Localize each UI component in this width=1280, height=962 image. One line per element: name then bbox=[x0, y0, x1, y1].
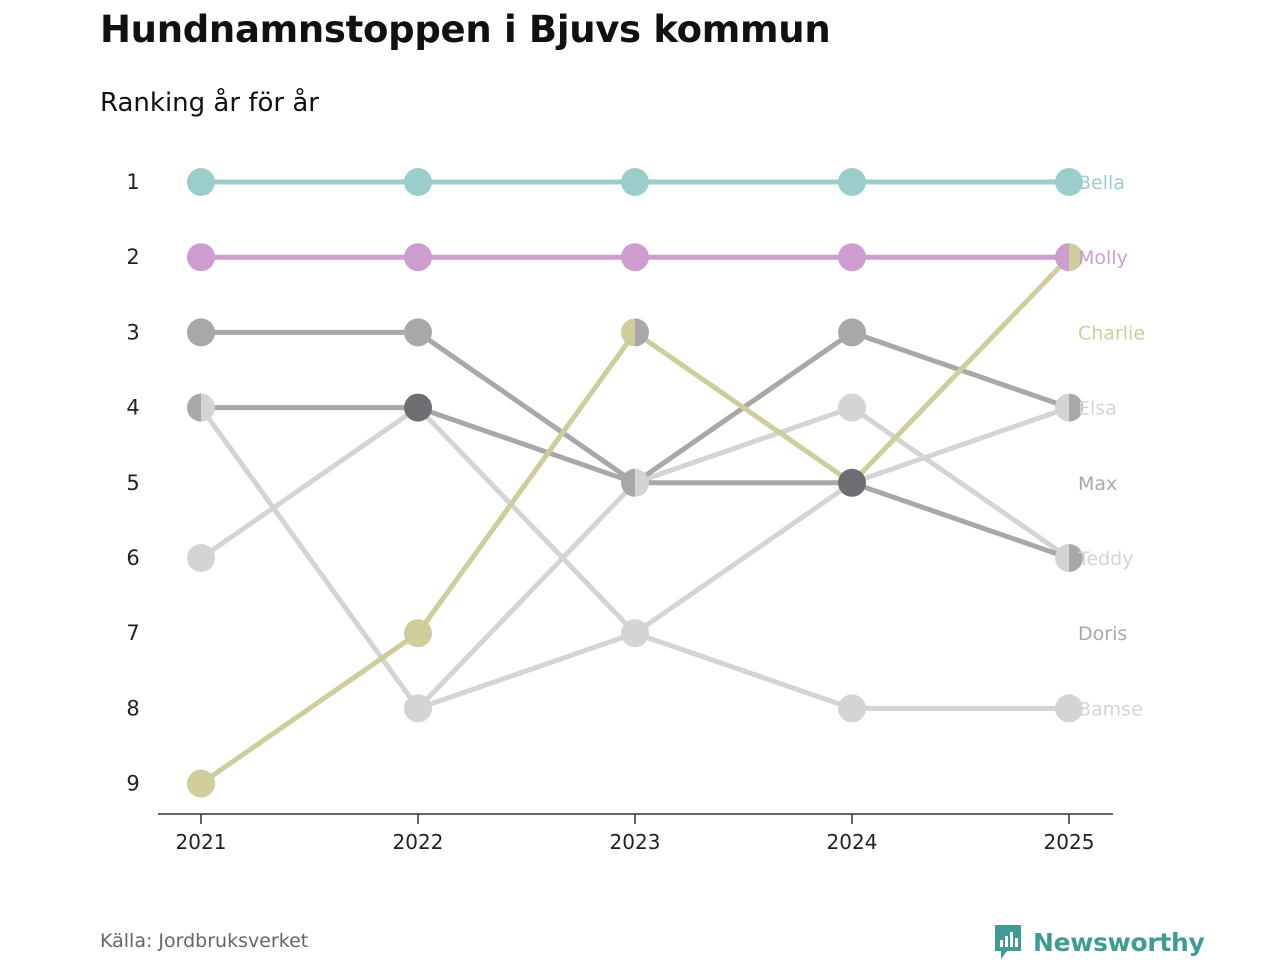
end-label-max: Max bbox=[1078, 473, 1117, 495]
point-bella-2024 bbox=[838, 168, 866, 196]
point-molly-2021 bbox=[187, 243, 215, 272]
source-note: Källa: Jordbruksverket bbox=[100, 930, 309, 952]
y-tick-label: 5 bbox=[126, 471, 139, 495]
y-tick-label: 4 bbox=[126, 396, 139, 420]
point-shared-2023-rank-5-right bbox=[635, 468, 649, 497]
end-label-teddy: Teddy bbox=[1077, 548, 1133, 570]
bump-chart: 1 2 3 4 5 6 7 8 9 2021 2022 2023 2024 2025 Bella Moll… bbox=[126, 168, 1145, 854]
y-tick-label: 8 bbox=[126, 696, 139, 720]
point-shared-2024-rank-5 bbox=[838, 468, 866, 497]
point-molly-2023 bbox=[621, 243, 649, 272]
point-teddy-2024 bbox=[838, 393, 866, 422]
y-tick-label: 7 bbox=[126, 621, 139, 645]
point-elsa-2021 bbox=[187, 544, 215, 572]
x-tick-label: 2021 bbox=[176, 830, 227, 854]
point-bella-2023 bbox=[621, 168, 649, 196]
y-tick-label: 3 bbox=[126, 320, 139, 344]
point-max-2024 bbox=[838, 318, 866, 347]
x-tick-label: 2025 bbox=[1044, 830, 1095, 854]
brand-name: Newsworthy bbox=[1033, 927, 1205, 957]
point-shared-2021-rank-4-left bbox=[187, 393, 201, 422]
x-tick-label: 2024 bbox=[827, 830, 878, 854]
point-bamse-2025 bbox=[1055, 694, 1083, 723]
point-shared-2023-rank-3-left bbox=[621, 318, 635, 347]
y-tick-label: 2 bbox=[126, 245, 139, 269]
series-points bbox=[187, 168, 1083, 798]
point-shared-2023-rank-5-left bbox=[621, 468, 635, 497]
y-tick-label: 1 bbox=[126, 170, 139, 194]
point-max-2022 bbox=[404, 318, 432, 347]
line-bamse bbox=[415, 630, 1072, 711]
x-tick-label: 2023 bbox=[610, 830, 661, 854]
chart-subtitle: Ranking år för år bbox=[100, 88, 319, 118]
point-molly-2024 bbox=[838, 243, 866, 272]
end-label-charlie: Charlie bbox=[1078, 322, 1145, 344]
point-shared-2022-rank-4 bbox=[404, 393, 432, 422]
point-elsa-2023 bbox=[621, 619, 649, 648]
newsworthy-logo-icon bbox=[995, 925, 1021, 959]
point-max-2021 bbox=[187, 318, 215, 347]
end-label-bamse: Bamse bbox=[1078, 698, 1143, 720]
end-label-molly: Molly bbox=[1078, 247, 1128, 269]
point-bella-2025 bbox=[1055, 168, 1083, 196]
y-tick-label: 9 bbox=[126, 772, 139, 796]
point-teddy-2022 bbox=[404, 694, 432, 723]
end-label-bella: Bella bbox=[1078, 172, 1125, 194]
point-shared-2025-rank-2-left bbox=[1055, 243, 1069, 272]
point-charlie-2022 bbox=[404, 619, 432, 648]
end-label-elsa: Elsa bbox=[1078, 398, 1117, 420]
point-shared-2025-rank-4-right bbox=[1069, 393, 1083, 422]
end-labels: Bella Molly Charlie Elsa Max Teddy Doris Bamse bbox=[1077, 172, 1145, 720]
line-elsa bbox=[198, 405, 1072, 636]
chart-title: Hundnamnstoppen i Bjuvs kommun bbox=[100, 8, 831, 51]
point-shared-2025-rank-6-right bbox=[1069, 544, 1083, 572]
point-shared-2023-rank-3-right bbox=[635, 318, 649, 347]
point-shared-2025-rank-6-left bbox=[1055, 544, 1069, 572]
x-tick-label: 2022 bbox=[393, 830, 444, 854]
point-charlie-2021 bbox=[187, 769, 215, 798]
point-bamse-2024 bbox=[838, 694, 866, 723]
newsworthy-brand[interactable]: Newsworthy bbox=[993, 922, 1205, 962]
y-axis-labels: 1 2 3 4 5 6 7 8 9 bbox=[126, 170, 139, 796]
point-shared-2021-rank-4-right bbox=[201, 393, 215, 422]
point-molly-2022 bbox=[404, 243, 432, 272]
point-bella-2022 bbox=[404, 168, 432, 196]
point-shared-2025-rank-2-right bbox=[1069, 243, 1083, 272]
end-label-doris: Doris bbox=[1078, 623, 1127, 645]
y-tick-label: 6 bbox=[126, 546, 139, 570]
point-bella-2021 bbox=[187, 168, 215, 196]
point-shared-2025-rank-4-left bbox=[1055, 393, 1069, 422]
x-axis: 2021 2022 2023 2024 2025 bbox=[158, 813, 1113, 854]
